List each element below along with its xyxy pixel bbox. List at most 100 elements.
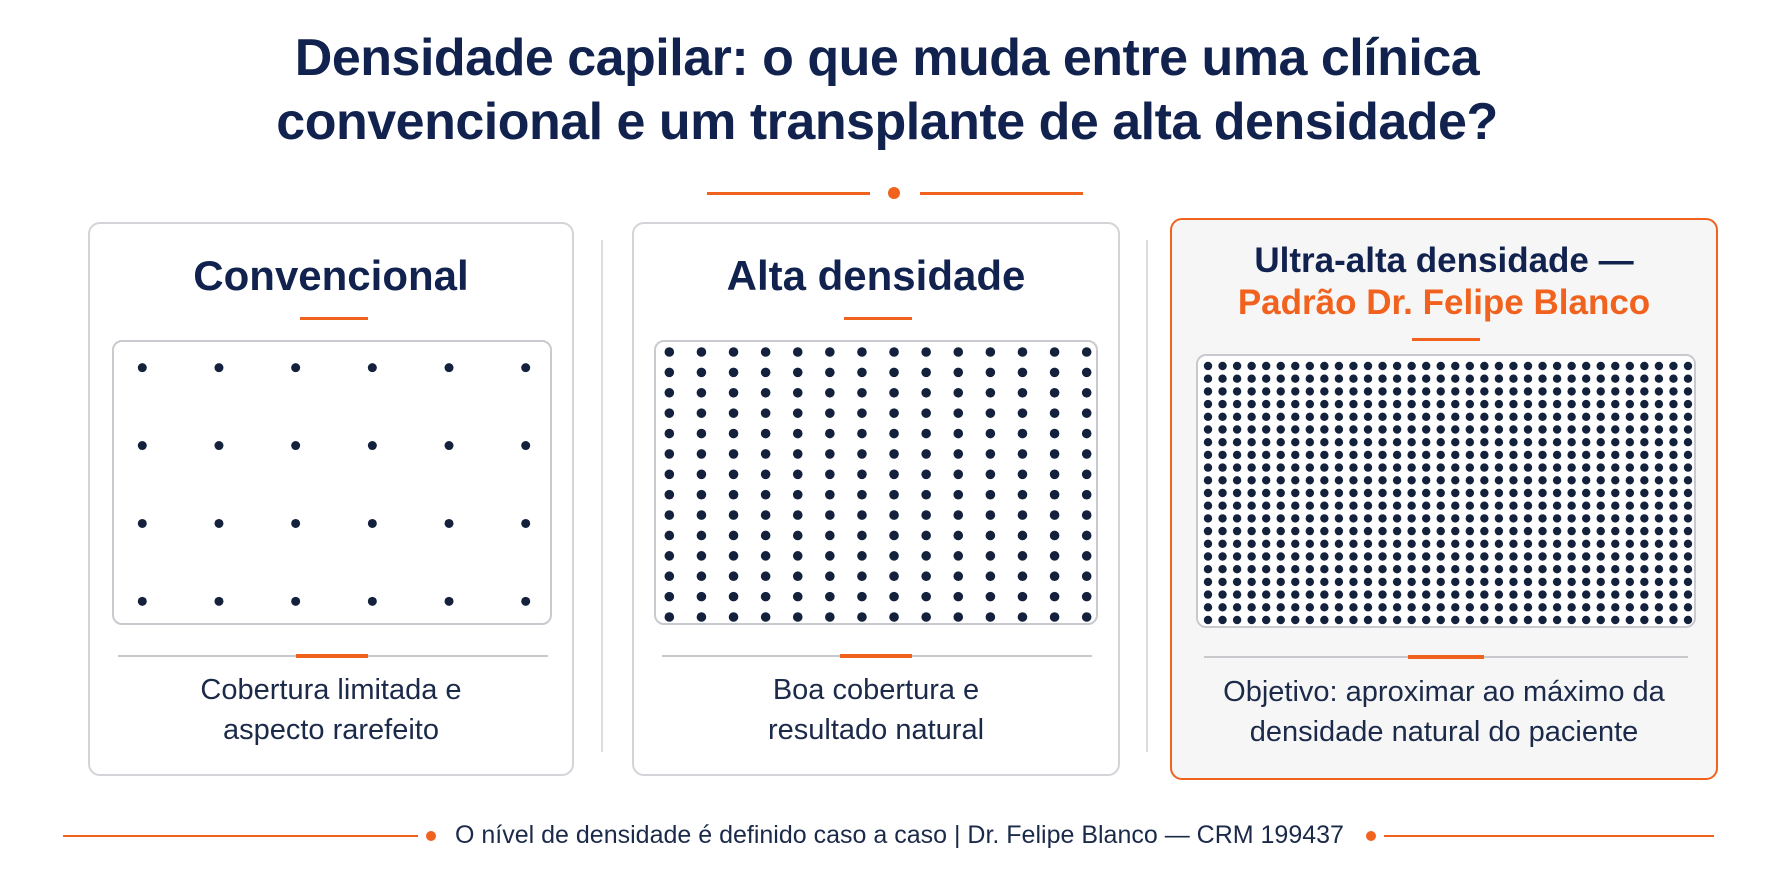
hair-follicle-dot — [1538, 438, 1547, 447]
hair-follicle-dot — [1596, 450, 1605, 460]
hair-follicle-dot — [1392, 565, 1402, 574]
hair-follicle-dot — [1640, 387, 1649, 396]
hair-follicle-dot — [1081, 530, 1092, 541]
hair-follicle-dot — [857, 449, 867, 459]
hair-follicle-dot — [1451, 425, 1460, 434]
hair-follicle-dot — [760, 489, 771, 500]
hair-follicle-dot — [1421, 476, 1431, 485]
hair-follicle-dot — [1596, 526, 1605, 536]
hair-follicle-dot — [825, 612, 835, 622]
hair-follicle-dot — [1640, 438, 1649, 447]
page-title-line-2: convencional e um transplante de alta de… — [276, 93, 1498, 151]
hair-follicle-dot — [1552, 361, 1562, 371]
hair-follicle-dot — [664, 510, 675, 520]
hair-follicle-dot — [1552, 501, 1562, 510]
hair-follicle-dot — [1049, 489, 1060, 500]
hair-follicle-dot — [1363, 412, 1373, 421]
hair-follicle-dot — [1436, 552, 1445, 561]
hair-follicle-dot — [1276, 590, 1285, 599]
hair-follicle-dot — [1247, 438, 1256, 447]
hair-follicle-dot — [1261, 539, 1271, 548]
hair-follicle-dot — [1334, 552, 1344, 561]
hair-follicle-dot — [1596, 425, 1605, 434]
hair-follicle-dot — [1465, 526, 1475, 536]
hair-follicle-dot — [1261, 399, 1271, 409]
hair-follicle-dot — [1378, 514, 1387, 523]
hair-follicle-dot — [1378, 615, 1387, 625]
hair-follicle-dot — [857, 591, 867, 602]
hair-follicle-dot — [1523, 374, 1533, 383]
hair-follicle-dot — [1683, 361, 1693, 371]
hair-follicle-dot — [1407, 361, 1416, 371]
hair-follicle-dot — [664, 469, 675, 480]
hair-follicle-dot — [1392, 501, 1402, 510]
hair-follicle-dot — [1494, 387, 1504, 396]
hair-follicle-dot — [1421, 552, 1431, 561]
hair-follicle-dot — [728, 530, 739, 541]
hair-follicle-dot — [1276, 615, 1285, 625]
hair-follicle-dot — [728, 489, 739, 500]
hair-follicle-dot — [857, 387, 867, 398]
hair-follicle-dot — [1392, 374, 1402, 383]
hair-follicle-dot — [1334, 438, 1344, 447]
hair-follicle-dot — [792, 612, 803, 622]
hair-follicle-dot — [1480, 615, 1489, 625]
hair-follicle-dot — [1538, 387, 1547, 396]
hair-follicle-dot — [1683, 387, 1693, 396]
hair-follicle-dot — [1640, 399, 1649, 409]
hair-follicle-dot — [1669, 412, 1678, 421]
hair-follicle-dot — [1049, 449, 1060, 459]
hair-follicle-dot — [1081, 612, 1092, 622]
hair-follicle-dot — [1480, 399, 1489, 409]
hair-follicle-dot — [1611, 399, 1620, 409]
hair-follicle-dot — [921, 387, 931, 398]
hair-follicle-dot — [1305, 399, 1315, 409]
hair-follicle-dot — [1596, 577, 1605, 587]
hair-follicle-dot — [1203, 552, 1213, 561]
hair-follicle-dot — [1494, 552, 1504, 561]
hair-follicle-dot — [1017, 449, 1028, 459]
hair-follicle-dot — [1465, 438, 1475, 447]
hair-follicle-dot — [1581, 577, 1591, 587]
hair-follicle-dot — [1669, 514, 1678, 523]
hair-follicle-dot — [1276, 501, 1285, 510]
footer-line-right — [1384, 835, 1714, 837]
hair-follicle-dot — [953, 408, 964, 418]
hair-follicle-dot — [1232, 425, 1242, 434]
hair-follicle-dot — [1596, 361, 1605, 371]
hair-follicle-dot — [1407, 438, 1416, 447]
hair-follicle-dot — [1581, 361, 1591, 371]
hair-follicle-dot — [1320, 488, 1329, 498]
hair-follicle-dot — [760, 347, 771, 357]
hair-follicle-dot — [1596, 552, 1605, 561]
hair-follicle-dot — [1218, 501, 1227, 510]
hair-follicle-dot — [1494, 425, 1504, 434]
hair-follicle-dot — [1392, 361, 1402, 371]
hair-follicle-dot — [444, 596, 454, 606]
hair-follicle-dot — [1232, 399, 1242, 409]
hair-follicle-dot — [1523, 399, 1533, 409]
hair-follicle-dot — [1436, 387, 1445, 396]
hair-follicle-dot — [1407, 565, 1416, 574]
hair-follicle-dot — [1465, 615, 1475, 625]
hair-follicle-dot — [1203, 438, 1213, 447]
hair-follicle-dot — [1465, 361, 1475, 371]
hair-follicle-dot — [760, 530, 771, 541]
hair-follicle-dot — [1392, 399, 1402, 409]
hair-follicle-dot — [1451, 565, 1460, 574]
hair-follicle-dot — [1378, 577, 1387, 587]
hair-follicle-dot — [1320, 577, 1329, 587]
hair-follicle-dot — [1218, 539, 1227, 548]
hair-follicle-dot — [953, 387, 964, 398]
hair-follicle-dot — [1567, 526, 1576, 536]
hair-follicle-dot — [1596, 387, 1605, 396]
hair-follicle-dot — [1436, 577, 1445, 587]
hair-follicle-dot — [1203, 387, 1213, 396]
hair-follicle-dot — [1349, 476, 1358, 485]
hair-follicle-dot — [1451, 488, 1460, 498]
card-title-line-2: Padrão Dr. Felipe Blanco — [1237, 283, 1651, 322]
card-description: Boa cobertura e resultado natural — [634, 670, 1118, 750]
hair-follicle-dot — [696, 387, 707, 398]
hair-follicle-dot — [1261, 476, 1271, 485]
hair-follicle-dot — [1567, 577, 1576, 587]
